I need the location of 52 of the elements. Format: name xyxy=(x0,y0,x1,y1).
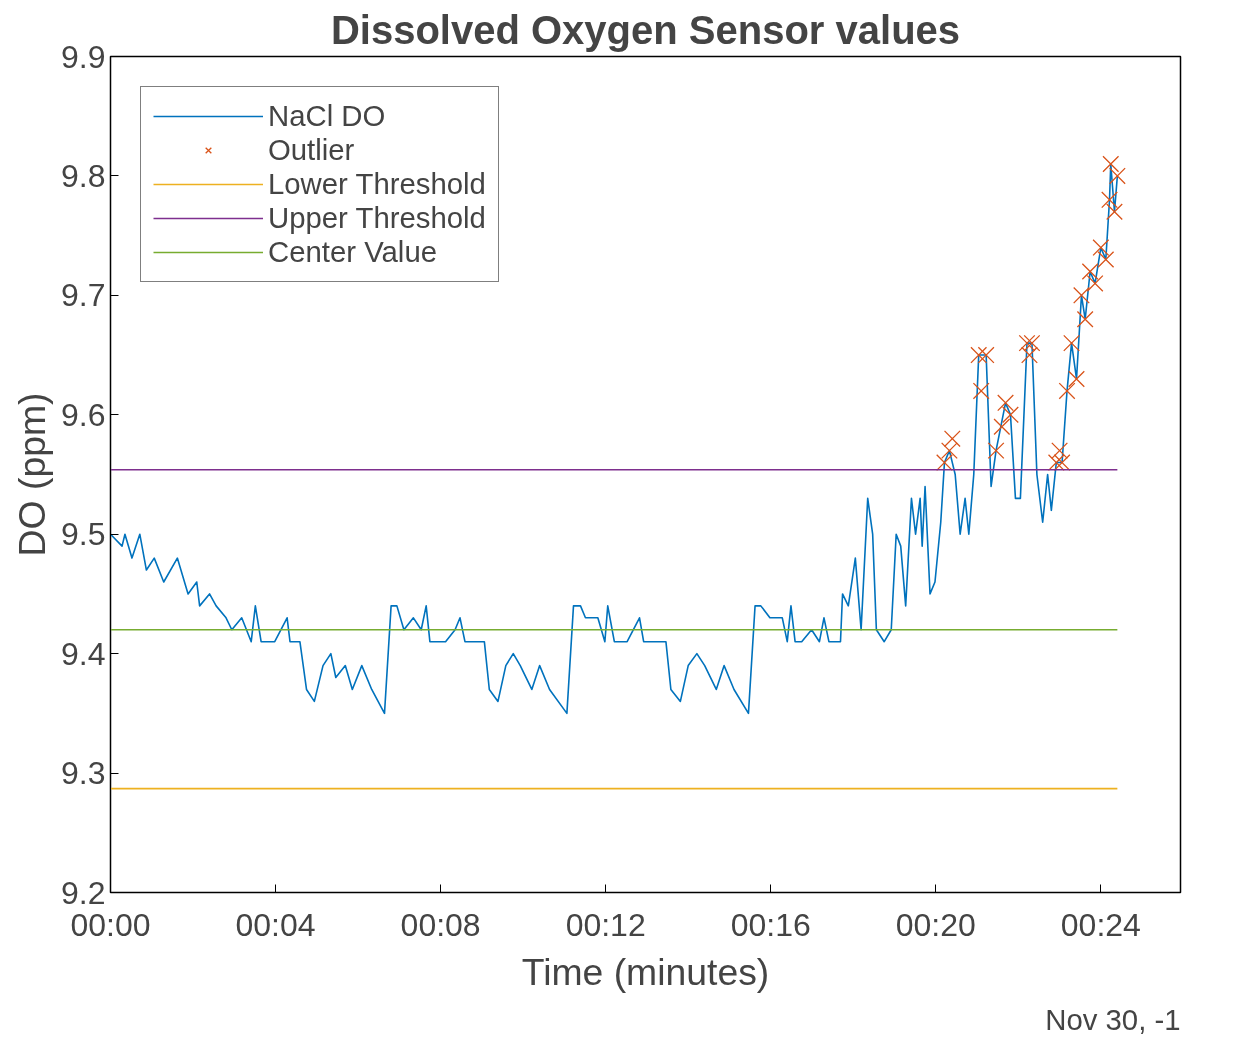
legend-label: Outlier xyxy=(268,133,355,167)
x-tick-label: 00:04 xyxy=(235,906,316,943)
point xyxy=(1086,274,1104,292)
line-series xyxy=(110,163,1119,715)
y-tick-label: 9.8 xyxy=(61,157,106,194)
y-tick-label: 9.6 xyxy=(61,396,106,433)
text: Nov 30, -1 xyxy=(1045,1002,1181,1036)
point xyxy=(970,346,988,364)
legend-label: Center Value xyxy=(268,235,438,269)
point xyxy=(1051,442,1069,460)
point xyxy=(993,418,1011,436)
point xyxy=(1058,382,1076,400)
point xyxy=(1101,191,1118,209)
point xyxy=(1081,263,1099,280)
point xyxy=(1102,155,1120,173)
point xyxy=(972,382,990,400)
point xyxy=(1108,167,1126,185)
point xyxy=(1106,203,1123,221)
point xyxy=(943,430,961,448)
point xyxy=(940,442,958,460)
point xyxy=(977,346,995,364)
point xyxy=(1002,406,1019,424)
point xyxy=(1097,251,1115,268)
point xyxy=(1023,334,1041,352)
point xyxy=(936,454,953,471)
point xyxy=(1073,286,1090,304)
point xyxy=(987,442,1005,460)
point xyxy=(1068,370,1085,388)
chart-title: Dissolved Oxygen Sensor values xyxy=(330,7,961,52)
point xyxy=(1021,346,1038,364)
point xyxy=(1063,334,1080,352)
point xyxy=(1047,454,1065,471)
x-tick-label: 00:24 xyxy=(1060,906,1141,943)
legend-label: Lower Threshold xyxy=(268,167,486,201)
y-axis-title: DO (ppm) xyxy=(11,392,54,557)
point xyxy=(1092,239,1110,257)
point xyxy=(997,394,1014,412)
point xyxy=(1018,334,1036,352)
y-tick-label: 9.5 xyxy=(61,516,106,553)
point xyxy=(1076,310,1094,328)
x-tick-label: 00:16 xyxy=(730,906,811,943)
y-tick-label: 9.9 xyxy=(61,38,106,75)
x-tick-label: 00:08 xyxy=(400,906,481,943)
x-tick-label: 00:12 xyxy=(565,906,646,943)
legend-label: NaCl DO xyxy=(268,99,386,133)
y-tick-label: 9.4 xyxy=(61,635,106,672)
x-axis-title: Time (minutes) xyxy=(521,950,770,993)
x-tick-label: 00:20 xyxy=(895,906,976,943)
legend-label: Upper Threshold xyxy=(268,201,486,235)
y-tick-label: 9.7 xyxy=(61,277,106,314)
point xyxy=(1053,454,1071,471)
y-tick-label: 9.3 xyxy=(61,755,106,792)
